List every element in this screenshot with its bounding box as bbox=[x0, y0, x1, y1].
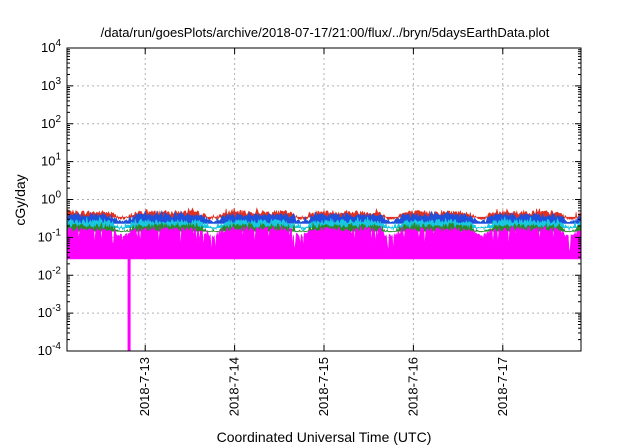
y-tick-label: 10-2 bbox=[38, 265, 62, 282]
grid bbox=[67, 48, 581, 351]
y-axis-label: cGy/day bbox=[12, 174, 28, 225]
y-tick-label: 10-1 bbox=[38, 227, 62, 244]
x-tick-label: 2018-7-13 bbox=[137, 357, 152, 416]
x-tick-label: 2018-7-16 bbox=[405, 357, 420, 416]
x-tick-label: 2018-7-17 bbox=[495, 357, 510, 416]
y-tick-label: 104 bbox=[41, 38, 61, 55]
x-axis-label: Coordinated Universal Time (UTC) bbox=[217, 429, 432, 445]
chart-title: /data/run/goesPlots/archive/2018-07-17/2… bbox=[101, 25, 550, 40]
y-tick-label: 10-4 bbox=[38, 341, 62, 358]
y-tick-label: 101 bbox=[41, 152, 61, 169]
dropout-spike bbox=[127, 233, 131, 351]
y-tick-label: 10-3 bbox=[38, 303, 62, 320]
x-axis: 2018-7-13 2018-7-14 2018-7-15 2018-7-16 2018… bbox=[137, 48, 510, 416]
x-tick-label: 2018-7-14 bbox=[227, 357, 242, 416]
y-tick-label: 100 bbox=[41, 190, 61, 207]
series-band-5 bbox=[67, 225, 581, 260]
y-tick-label: 102 bbox=[41, 114, 61, 131]
x-tick-label: 2018-7-15 bbox=[316, 357, 331, 416]
y-tick-label: 103 bbox=[41, 76, 61, 93]
y-axis: 104 103 102 101 100 10-1 10-2 10-3 10-4 bbox=[38, 38, 581, 358]
series-layer bbox=[67, 207, 581, 351]
